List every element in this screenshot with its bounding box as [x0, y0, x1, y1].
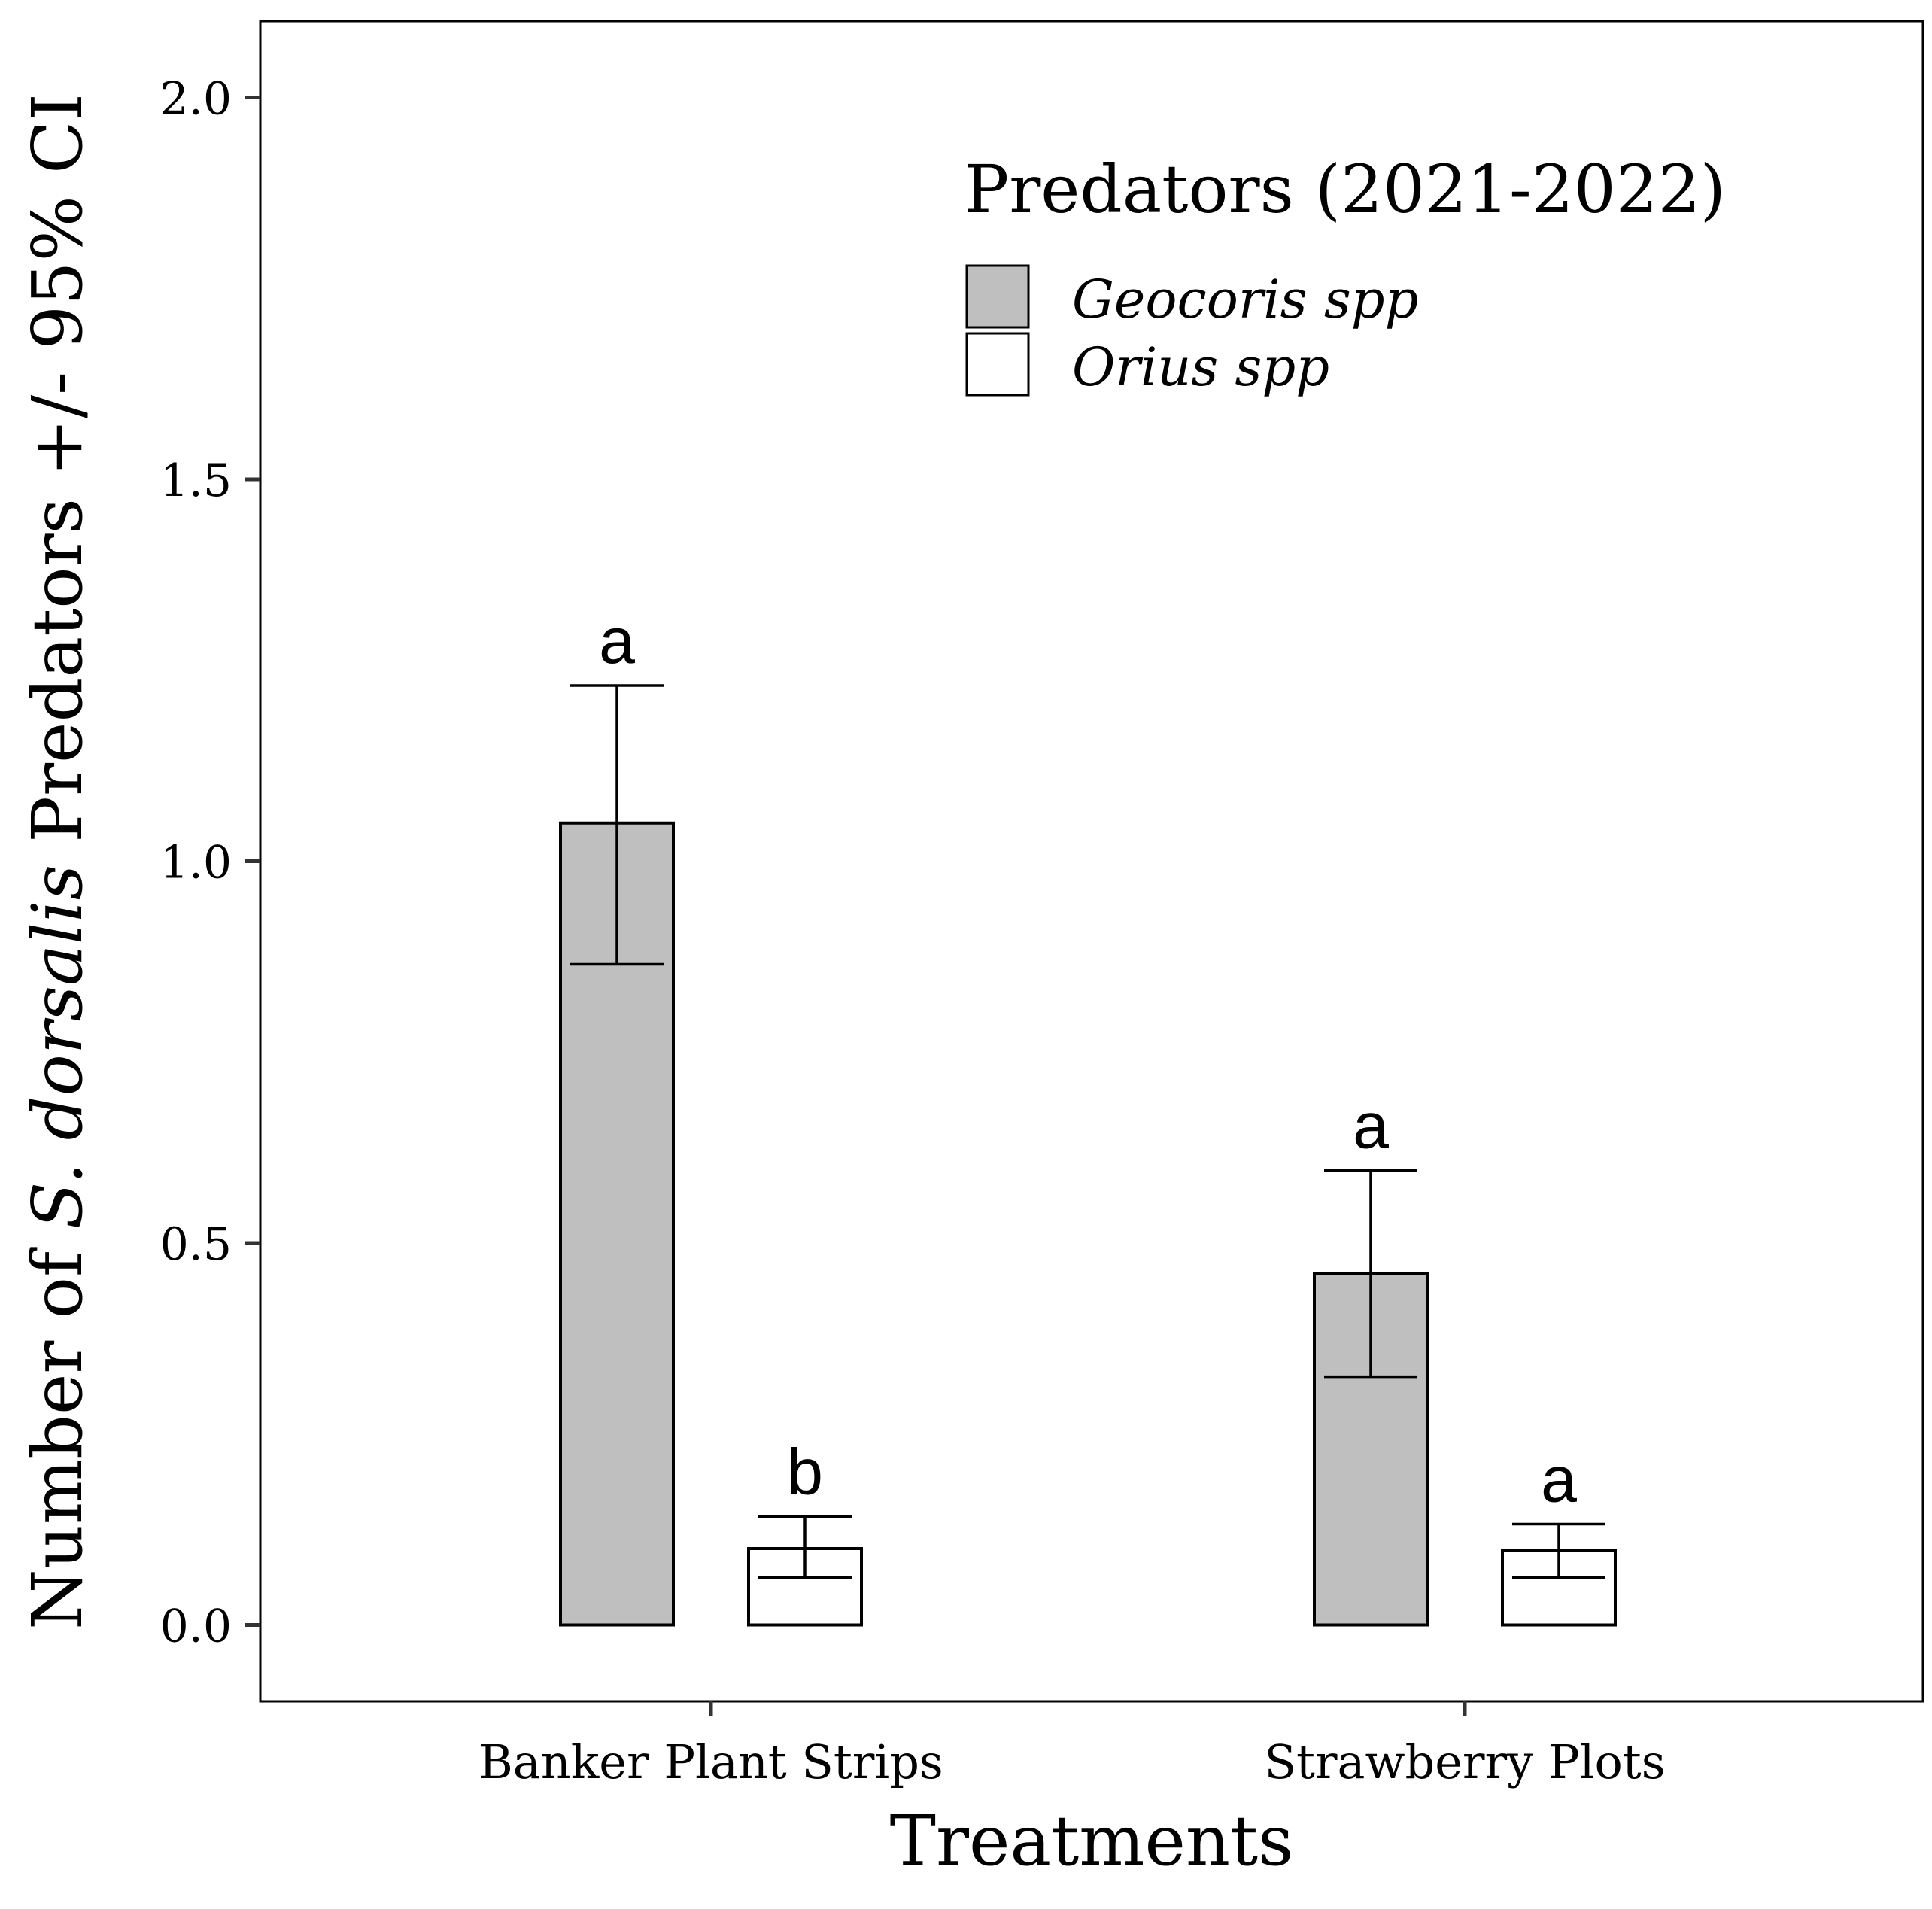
y-tick-label: 0.0	[160, 1600, 232, 1653]
y-axis-title-species: S. dorsalis	[17, 865, 98, 1230]
y-axis-title-suffix: Predators +/- 95% CI	[17, 93, 98, 865]
significance-letter-orius-spp-banker-plant-strips: b	[787, 1436, 823, 1508]
significance-letter-geocoris-spp-strawberry-plots: a	[1353, 1090, 1389, 1163]
legend-title: Predators (2021-2022)	[964, 150, 1726, 228]
y-axis-title: Number of S. dorsalis Predators +/- 95% …	[17, 93, 98, 1630]
legend: Predators (2021-2022) Geocoris spp Orius…	[964, 150, 1726, 398]
legend-key-geocoris	[965, 264, 1030, 329]
plot-panel	[259, 20, 1924, 1703]
legend-label-geocoris: Geocoris spp	[1072, 269, 1418, 330]
significance-letter-orius-spp-strawberry-plots: a	[1541, 1444, 1577, 1516]
y-tick-label: 2.0	[160, 73, 232, 126]
significance-letters-group: a b a a	[599, 605, 1577, 1515]
y-tick-label: 1.5	[160, 454, 232, 507]
y-tick-label: 1.0	[160, 837, 232, 889]
y-tick-label: 0.5	[160, 1218, 232, 1271]
significance-letter-geocoris-spp-banker-plant-strips: a	[599, 605, 635, 677]
legend-label-orius: Orius spp	[1072, 336, 1329, 398]
legend-key-orius	[965, 332, 1030, 397]
error-bars-group	[570, 684, 1605, 1579]
y-axis-title-prefix: Number of	[17, 1230, 98, 1630]
x-tick-label-banker-plant-strips: Banker Plant Strips	[478, 1734, 943, 1789]
x-axis-title: Treatments	[890, 1801, 1294, 1881]
x-tick-label-strawberry-plots: Strawberry Plots	[1264, 1734, 1665, 1789]
x-axis: Banker Plant Strips Strawberry Plots	[478, 1701, 1666, 1789]
y-axis: 0.0 0.5 1.0 1.5 2.0	[160, 73, 260, 1653]
